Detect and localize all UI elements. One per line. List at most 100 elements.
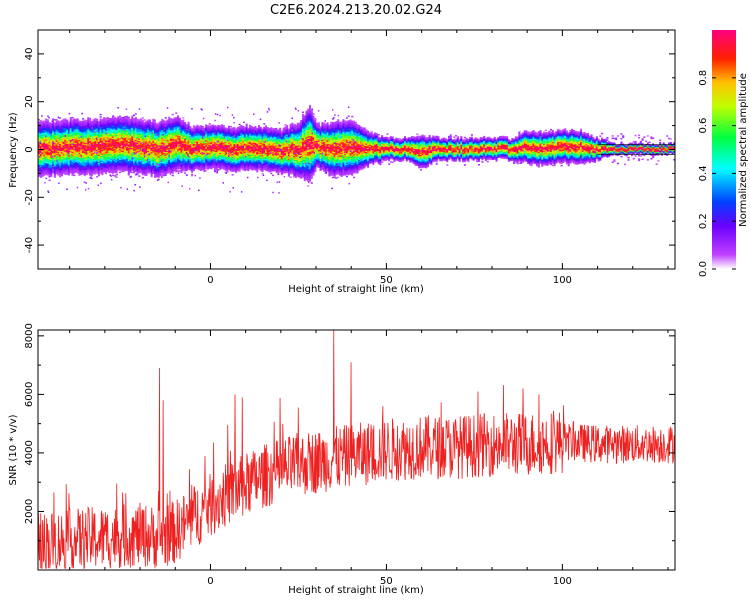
heatmap-cell	[52, 145, 55, 148]
heatmap-cell	[140, 118, 143, 120]
heatmap-cell	[59, 175, 62, 178]
heatmap-cell	[206, 125, 209, 127]
heatmap-cell	[76, 136, 79, 138]
heatmap-cell	[64, 136, 67, 138]
heatmap-cell	[67, 152, 70, 154]
heatmap-cell	[103, 117, 106, 119]
heatmap-cell	[52, 137, 55, 139]
heatmap-cell	[46, 165, 49, 168]
heatmap-cell	[46, 138, 49, 140]
heatmap-cell	[43, 126, 46, 129]
heatmap-cell	[64, 123, 67, 125]
heatmap-cell	[66, 161, 69, 163]
heatmap-cell	[45, 118, 48, 120]
heatmap-cell	[60, 126, 63, 129]
heatmap-cell	[57, 140, 60, 143]
heatmap-cell	[205, 124, 208, 127]
heatmap-cell	[55, 153, 58, 156]
heatmap-cell	[80, 138, 83, 141]
heatmap-cell	[39, 150, 42, 152]
heatmap-cell	[64, 160, 67, 162]
heatmap-cell	[185, 174, 188, 176]
heatmap-cell	[62, 141, 65, 143]
heatmap-cell	[73, 166, 76, 168]
heatmap-cell	[64, 158, 67, 161]
heatmap-cell	[60, 122, 63, 124]
heatmap-cell	[74, 125, 78, 128]
heatmap-cell	[78, 155, 81, 157]
heatmap-cell	[78, 140, 81, 143]
heatmap-cell	[66, 172, 69, 174]
heatmap-cell	[66, 144, 69, 147]
heatmap-cell	[48, 126, 51, 129]
heatmap-cell	[74, 152, 78, 154]
heatmap-cell	[80, 120, 83, 123]
heatmap-cell	[66, 145, 69, 148]
heatmap-cell	[76, 133, 79, 136]
heatmap-cell	[67, 127, 70, 129]
heatmap-cell	[45, 120, 48, 123]
heatmap-cell	[48, 144, 51, 147]
heatmap-cell	[55, 124, 58, 127]
heatmap-cell	[71, 150, 74, 152]
heatmap-cell	[74, 121, 78, 123]
heatmap-cell	[53, 133, 56, 135]
heatmap-cell	[46, 172, 49, 175]
heatmap-cell	[80, 137, 83, 140]
heatmap-cell	[67, 142, 70, 145]
heatmap-cell	[161, 118, 164, 121]
heatmap-cell	[73, 154, 76, 156]
heatmap-cell	[39, 122, 42, 125]
heatmap-cell	[69, 163, 72, 166]
heatmap-cell	[66, 169, 69, 172]
heatmap-cell	[55, 135, 58, 138]
heatmap-cell	[76, 118, 79, 120]
heatmap-cell	[60, 120, 63, 123]
heatmap-cell	[52, 119, 55, 121]
heatmap-cell	[80, 160, 83, 162]
heatmap-cell	[78, 122, 81, 125]
heatmap-cell	[53, 144, 56, 146]
heatmap-cell	[53, 171, 56, 174]
heatmap-cell	[78, 149, 81, 151]
heatmap-cell	[71, 120, 74, 123]
heatmap-cell	[43, 173, 46, 175]
heatmap-cell	[143, 119, 146, 121]
figure-title: C2E6.2024.213.20.02.G24	[270, 3, 442, 18]
heatmap-cell	[187, 121, 190, 124]
heatmap-cell	[41, 126, 44, 129]
heatmap-cell	[50, 150, 53, 152]
heatmap-cell	[53, 136, 56, 139]
heatmap-cell	[38, 168, 41, 170]
heatmap-cell	[64, 168, 67, 171]
heatmap-cell	[55, 128, 58, 131]
heatmap-cell	[52, 161, 55, 163]
heatmap-cell	[57, 138, 60, 140]
heatmap-cell	[41, 154, 44, 156]
heatmap-cell	[59, 120, 62, 123]
heatmap-cell	[53, 124, 56, 127]
heatmap-cell	[48, 154, 51, 156]
heatmap-cell	[48, 174, 51, 177]
heatmap-cell	[60, 173, 63, 176]
heatmap-cell	[39, 141, 42, 144]
heatmap-cell	[46, 154, 49, 157]
heatmap-cell	[55, 127, 58, 129]
heatmap-cell	[50, 134, 53, 137]
heatmap-cell	[71, 142, 74, 144]
heatmap-cell	[62, 124, 65, 127]
heatmap-cell	[57, 159, 60, 162]
heatmap-cell	[76, 149, 79, 151]
heatmap-cell	[48, 132, 51, 135]
heatmap-cell	[55, 154, 58, 157]
heatmap-cell	[60, 148, 63, 150]
heatmap-cell	[38, 129, 41, 132]
heatmap-cell	[59, 145, 62, 148]
heatmap-cell	[74, 165, 78, 167]
heatmap-cell	[78, 134, 81, 137]
heatmap-cell	[45, 163, 48, 166]
heatmap-cell	[74, 140, 78, 142]
heatmap-cell	[52, 129, 55, 131]
heatmap-cell	[38, 128, 41, 131]
